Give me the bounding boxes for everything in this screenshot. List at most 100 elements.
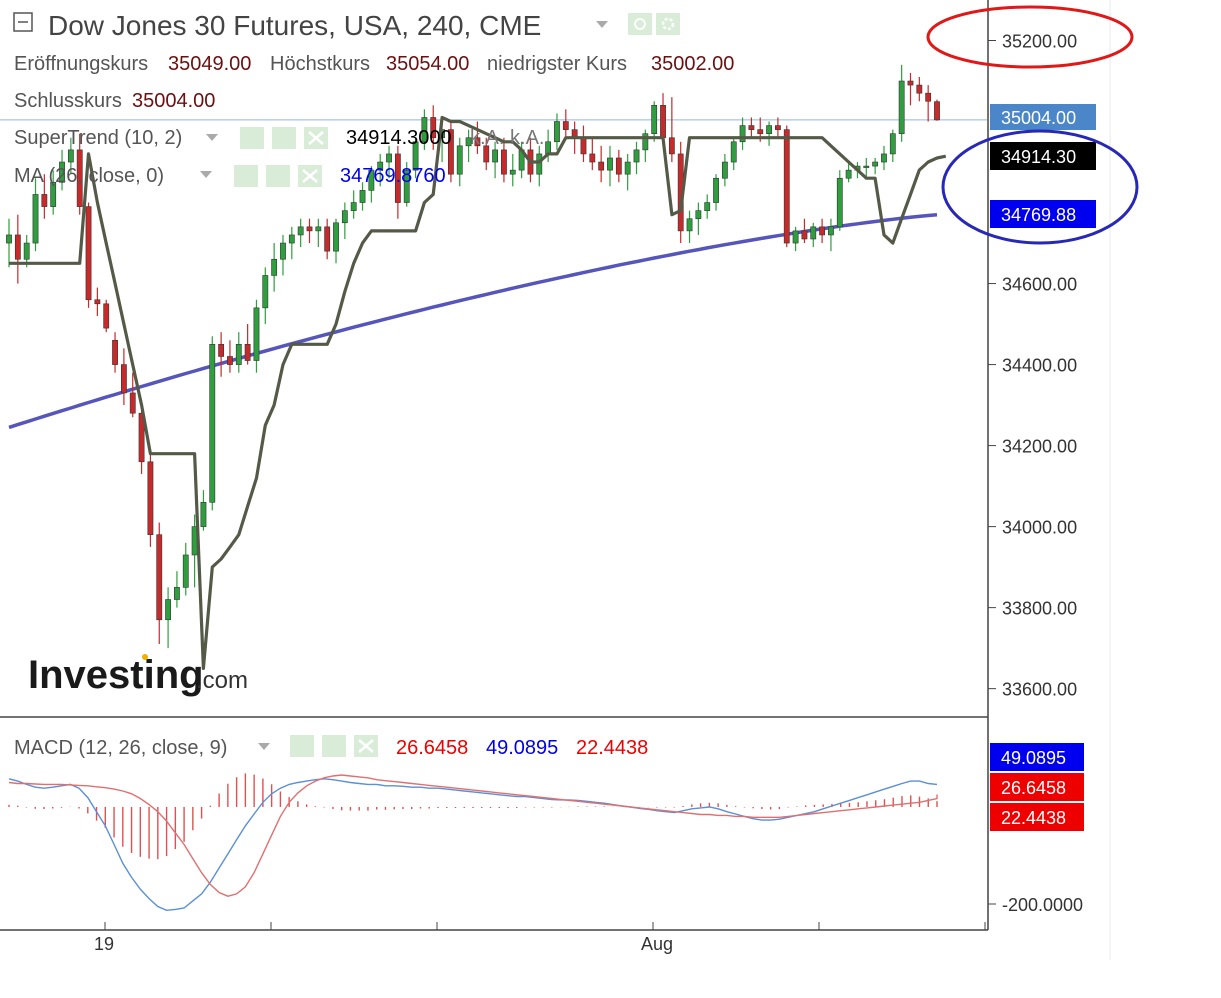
ma-dropdown-icon[interactable] xyxy=(200,171,212,178)
candle-body xyxy=(165,599,171,621)
candle-body xyxy=(739,125,746,143)
watermark-dot xyxy=(142,654,148,660)
candle-body xyxy=(174,587,180,600)
candle-body xyxy=(474,137,481,147)
candle-body xyxy=(898,80,905,134)
candle-body xyxy=(810,226,817,240)
macd-legend: MACD (12, 26, close, 9) 26.6458 49.0895 … xyxy=(14,735,648,759)
candle-body xyxy=(836,177,843,228)
candle-body xyxy=(32,194,39,244)
candle-body xyxy=(76,149,83,207)
candle-body xyxy=(147,461,154,536)
candle-body xyxy=(501,149,507,175)
macd-eye-icon[interactable] xyxy=(290,735,314,757)
candle-body xyxy=(209,344,216,503)
candle-body xyxy=(412,141,419,171)
price-tick-label: 34200.00 xyxy=(1002,437,1077,457)
candle-body xyxy=(333,222,339,252)
candle-body xyxy=(394,153,401,203)
candle-body xyxy=(607,157,613,171)
candle-body xyxy=(23,242,30,260)
price-tick-label: 34000.00 xyxy=(1002,518,1077,538)
supertrend-label: SuperTrend (10, 2) xyxy=(14,127,182,149)
candle-body xyxy=(545,141,552,155)
candle-body xyxy=(633,149,640,163)
ma-tag-text: 34769.88 xyxy=(1001,205,1076,225)
candle-body xyxy=(129,392,136,414)
candle-body xyxy=(448,129,454,175)
candle-body xyxy=(492,149,498,163)
low-label: niedrigster Kurs xyxy=(487,53,627,75)
candle-body xyxy=(907,80,914,86)
title-dropdown-icon[interactable] xyxy=(596,21,608,28)
candle-body xyxy=(615,157,622,175)
candle-body xyxy=(801,230,808,240)
supertrend-eye-icon[interactable] xyxy=(240,127,264,149)
supertrend-tag-text: 34914.30 xyxy=(1001,147,1076,167)
supertrend-extra: k.A. k.A. xyxy=(470,127,544,149)
candle-body xyxy=(218,344,225,357)
price-axis-ticks: 35200.00 34600.00 34400.00 34200.00 34000.00… xyxy=(988,32,1077,700)
settings-icon[interactable] xyxy=(656,13,680,35)
macd-tag xyxy=(990,743,1084,771)
candle-body xyxy=(156,534,163,621)
supertrend-remove-glyph xyxy=(308,131,324,145)
macd-tag-text: 49.0895 xyxy=(1001,748,1066,768)
ma-eye-icon[interactable] xyxy=(234,165,258,187)
collapse-icon[interactable] xyxy=(13,12,33,32)
ma-value: 34769.8760 xyxy=(340,165,446,187)
macd-settings-icon[interactable] xyxy=(322,735,346,757)
eye-icon[interactable] xyxy=(628,13,652,35)
candle-body xyxy=(324,226,331,252)
candle-body xyxy=(271,258,278,276)
chart-title: Dow Jones 30 Futures, USA, 240, CME xyxy=(48,10,541,41)
candle-body xyxy=(403,169,410,203)
candle-body xyxy=(262,275,269,309)
candle-body xyxy=(359,190,366,203)
macd-pane xyxy=(8,773,938,912)
candle-body xyxy=(660,105,666,139)
macd-dropdown-icon[interactable] xyxy=(258,743,270,750)
candle-body xyxy=(456,145,463,175)
candle-body xyxy=(253,307,260,361)
candle-body xyxy=(280,242,286,260)
candle-body xyxy=(50,181,57,207)
ma-path xyxy=(8,212,938,430)
macd-axis-label: -200.0000 xyxy=(1002,895,1083,915)
candle-body xyxy=(112,339,118,365)
macd-value-3: 22.4438 xyxy=(576,737,648,759)
candle-body xyxy=(554,121,560,143)
signal-line xyxy=(8,774,938,897)
candle-body xyxy=(14,234,21,260)
candle-body xyxy=(244,344,251,361)
ma-tag xyxy=(990,200,1096,228)
price-tick-label: 33600.00 xyxy=(1002,680,1077,700)
price-tick-label: 34600.00 xyxy=(1002,275,1077,295)
ma-settings-icon[interactable] xyxy=(266,165,290,187)
price-tick-label: 35200.00 xyxy=(1002,32,1077,52)
candle-body xyxy=(67,149,74,163)
close-label: Schlusskurs xyxy=(14,90,122,112)
candle-body xyxy=(562,121,569,130)
price-tick-label: 34400.00 xyxy=(1002,356,1077,376)
candle-body xyxy=(120,364,127,394)
open-value: 35049.00 xyxy=(168,53,251,75)
candle-body xyxy=(589,153,596,163)
candle-body xyxy=(306,226,313,232)
candle-body xyxy=(828,226,834,236)
candle-body xyxy=(368,169,375,191)
candle-body xyxy=(624,161,631,175)
candle-body xyxy=(775,125,781,130)
candle-body xyxy=(315,226,322,232)
supertrend-settings-icon[interactable] xyxy=(272,127,296,149)
candle-body xyxy=(819,226,826,236)
candle-body xyxy=(85,206,92,301)
candle-body xyxy=(598,161,605,171)
low-value: 35002.00 xyxy=(651,53,734,75)
candle-body xyxy=(536,153,543,175)
ma-line xyxy=(8,212,938,430)
supertrend-dropdown-icon[interactable] xyxy=(206,134,218,141)
candle-body xyxy=(386,153,392,163)
high-label: Höchstkurs xyxy=(270,53,370,75)
